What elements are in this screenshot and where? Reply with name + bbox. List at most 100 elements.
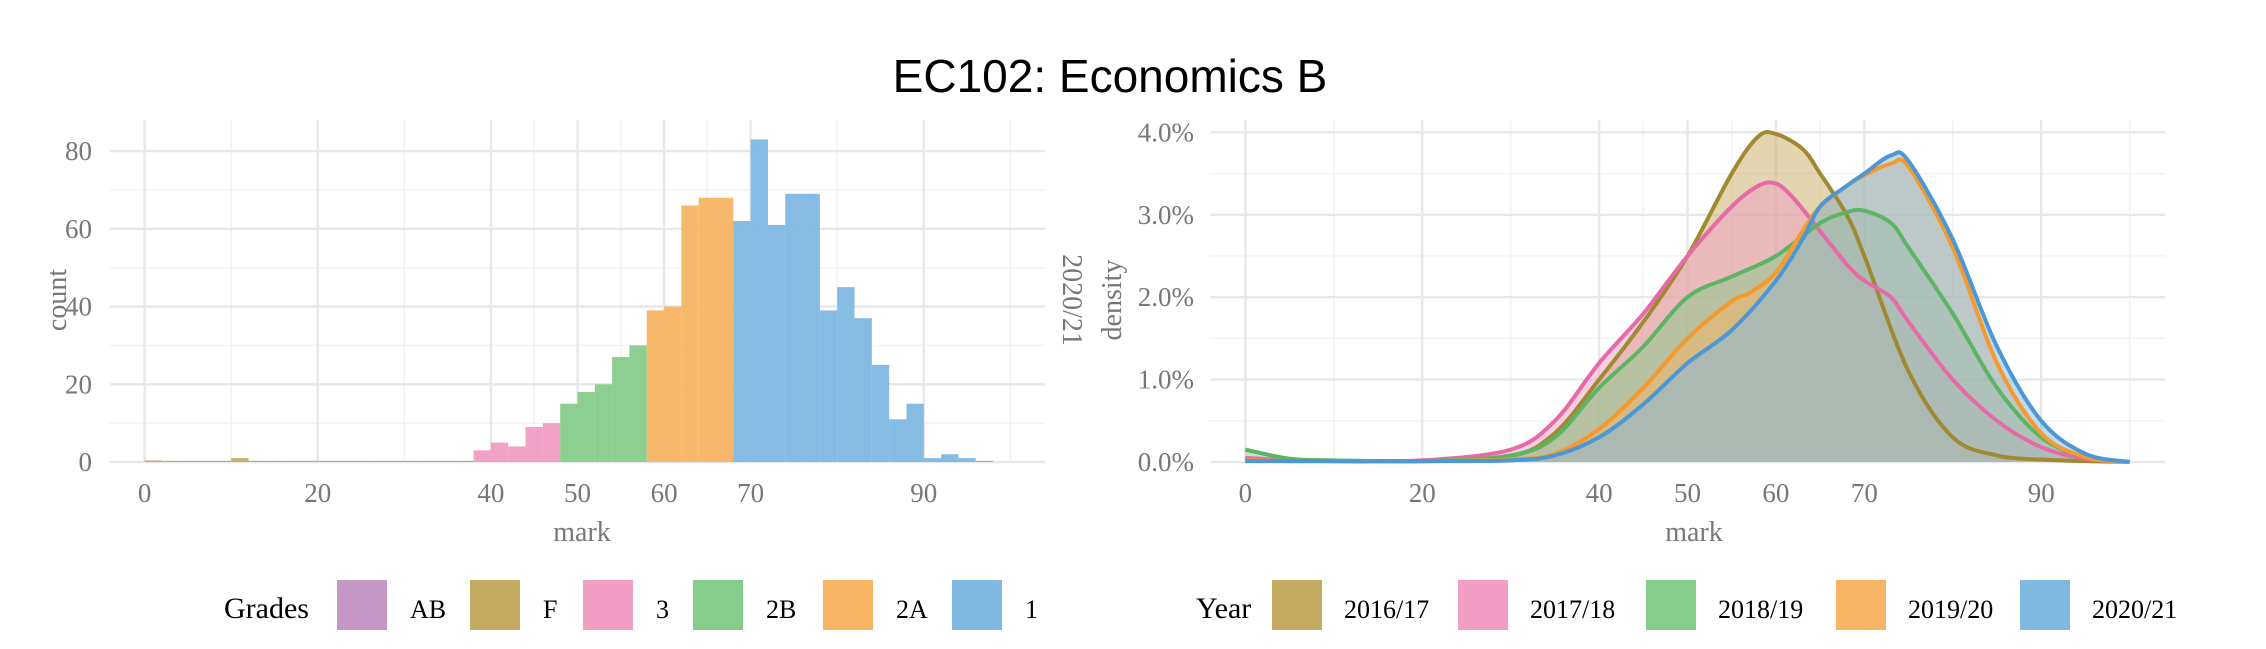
- x-tick-label: 60: [1762, 478, 1789, 508]
- density-lines: [1244, 130, 2130, 464]
- density-ticks: 0 20 40 50 60 70 90 0.0% 1.0% 2.0% 3.0% 4.0%: [1138, 117, 2055, 508]
- density-panel: 0 20 40 50 60 70 90 0.0% 1.0% 2.0% 3.0% 4.0% mark d…: [1056, 117, 2165, 548]
- x-tick-label: 70: [1851, 478, 1878, 508]
- histogram-bar: [577, 392, 595, 462]
- histogram-bar: [248, 460, 266, 462]
- histogram-grid: [110, 120, 1045, 464]
- y-tick-label: 1.0%: [1138, 365, 1194, 395]
- y-tick-label: 60: [65, 214, 92, 244]
- legend-swatch: [823, 580, 873, 630]
- x-tick-label: 40: [1586, 478, 1613, 508]
- x-tick-label: 50: [564, 478, 591, 508]
- histogram-bar: [975, 460, 994, 462]
- legend-swatch: [1272, 580, 1322, 630]
- histogram-bar: [421, 460, 439, 462]
- legend-swatch: [952, 580, 1002, 630]
- histogram-bar: [265, 460, 284, 462]
- histogram-bar: [490, 442, 509, 462]
- legend-swatch: [1458, 580, 1508, 630]
- histogram-bar: [473, 450, 491, 462]
- y-tick-label: 40: [65, 292, 92, 322]
- histogram-bar: [438, 460, 457, 462]
- grades-legend-title: Grades: [224, 592, 309, 625]
- year-legend-title: Year: [1196, 592, 1251, 625]
- figure-title: EC102: Economics B: [893, 50, 1328, 102]
- histogram-bar: [819, 310, 838, 462]
- density-x-axis-label: mark: [1665, 517, 1723, 548]
- x-tick-label: 70: [737, 478, 764, 508]
- histogram-bar: [802, 193, 820, 462]
- histogram-bar: [854, 318, 872, 462]
- histogram-bar: [750, 139, 768, 462]
- legend-swatch: [693, 580, 743, 630]
- x-tick-label: 90: [910, 478, 937, 508]
- x-tick-label: 20: [1409, 478, 1436, 508]
- legend-swatch: [1836, 580, 1886, 630]
- x-tick-label: 40: [477, 478, 504, 508]
- legend-swatch: [470, 580, 520, 630]
- histogram-bar: [508, 446, 526, 462]
- density-line: [1245, 180, 2130, 464]
- x-tick-label: 0: [1239, 478, 1253, 508]
- histogram-bar: [404, 460, 422, 462]
- histogram-bar: [941, 454, 959, 462]
- facet-strip-label: 2020/21: [1056, 254, 1087, 346]
- histogram-ticks: 0 20 40 50 60 70 90 0 20 40 60 80: [65, 136, 937, 508]
- y-tick-label: 3.0%: [1138, 200, 1194, 230]
- legend-swatch: [583, 580, 633, 630]
- y-tick-label: 20: [65, 369, 92, 399]
- legend-label: 3: [656, 595, 669, 624]
- legend-swatch: [1646, 580, 1696, 630]
- histogram-bar: [664, 306, 682, 462]
- histogram-bar: [698, 197, 717, 462]
- histogram-bar: [300, 460, 318, 462]
- histogram-panel: 0 20 40 50 60 70 90 0 20 40 60 80 mark count: [42, 120, 1045, 548]
- legend-label: 2019/20: [1908, 595, 1993, 624]
- histogram-bar: [871, 364, 890, 462]
- histogram-bar: [213, 460, 232, 462]
- histogram-bar: [767, 224, 786, 462]
- histogram-bar: [906, 403, 924, 462]
- histogram-bar: [837, 287, 855, 462]
- x-tick-label: 50: [1674, 478, 1701, 508]
- histogram-x-axis-label: mark: [553, 517, 611, 548]
- histogram-bar: [629, 345, 647, 462]
- histogram-bar: [456, 460, 474, 462]
- x-tick-label: 20: [304, 478, 331, 508]
- legend-swatch: [337, 580, 387, 630]
- legend-label: F: [543, 595, 557, 624]
- histogram-bar: [231, 458, 249, 462]
- y-tick-label: 0.0%: [1138, 447, 1194, 477]
- histogram-bar: [594, 384, 613, 462]
- histogram-bar: [716, 197, 734, 462]
- histogram-bar: [179, 460, 197, 462]
- histogram-bar: [542, 423, 561, 462]
- grades-legend: Grades AB F 3 2B 2A 1: [224, 580, 1038, 630]
- legend-label: 2020/21: [2092, 595, 2177, 624]
- histogram-bar: [560, 403, 578, 462]
- legend-label: 1: [1025, 595, 1038, 624]
- histogram-bar: [646, 310, 665, 462]
- histogram-bar: [161, 460, 180, 462]
- x-tick-label: 90: [2028, 478, 2055, 508]
- year-legend: Year 2016/17 2017/18 2018/19 2019/20 2020/21: [1196, 580, 2177, 630]
- histogram-bar: [923, 458, 942, 462]
- legend-label: 2018/19: [1718, 595, 1803, 624]
- histogram-bar: [352, 460, 370, 462]
- histogram-y-axis-label: count: [42, 269, 73, 331]
- histogram-bar: [317, 460, 336, 462]
- histogram-bar: [196, 460, 214, 462]
- y-tick-label: 0: [79, 447, 93, 477]
- histogram-bar: [889, 419, 907, 462]
- histogram-bar: [283, 460, 301, 462]
- legend-label: 2017/18: [1530, 595, 1615, 624]
- histogram-bar: [525, 427, 543, 462]
- legend-label: 2B: [766, 595, 796, 624]
- density-line: [1245, 150, 2130, 464]
- histogram-bar: [681, 205, 699, 462]
- density-y-axis-label: density: [1097, 260, 1128, 341]
- histogram-bar: [335, 460, 353, 462]
- histogram-bar: [612, 357, 630, 462]
- legend-label: AB: [410, 595, 446, 624]
